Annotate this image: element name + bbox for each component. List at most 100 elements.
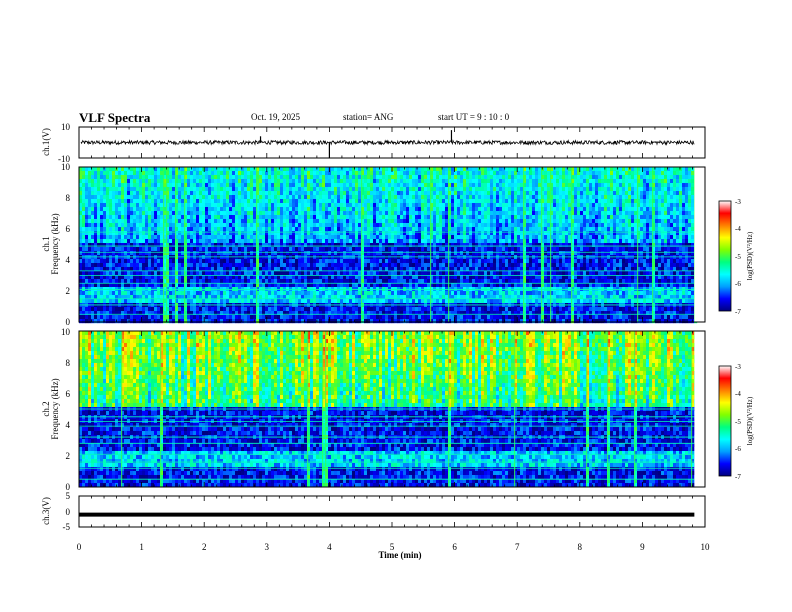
ch1-spec-cell [130,283,134,288]
ch1-spec-cell [340,219,344,224]
ch1-spec-cell [136,251,140,256]
ch1-spec-cell [190,183,194,188]
ch1-spec-cell [403,307,407,312]
ch1-spec-cell [265,207,269,212]
ch1-spec-cell [445,267,449,272]
ch1-spec-cell [238,239,242,244]
ch1-spec-cell [187,271,191,276]
ch1-spec-cell [307,175,311,180]
ch1-spec-cell [412,319,416,324]
ch1-spec-cell [250,195,254,200]
ch1-spec-cell [223,307,227,312]
ch1-spec-cell [457,215,461,220]
ch1-spec-cell [184,283,188,288]
ch1-spec-cell [439,307,443,312]
ch1-spec-cell [262,315,266,320]
ch1-spec-cell [130,175,134,180]
ch1-spec-cell [163,319,167,324]
ch1-spec-cell [205,231,209,236]
ch1-spec-cell [436,179,440,184]
ch1-spec-cell [418,239,422,244]
ch1-spec-cell [187,231,191,236]
ch1-spec-cell [181,315,185,320]
ch1-spec-cell [445,295,449,300]
ch1-spec-cell [91,199,95,204]
ch1-spec-cell [223,311,227,316]
ch1-spec-cell [157,311,161,316]
ch1-spec-cell [250,275,254,280]
ch1-spec-cell [259,239,263,244]
ch1-spec-cell [136,231,140,236]
ch1-spec-cell [322,271,326,276]
ch1-spec-cell [112,239,116,244]
ch1-spec-cell [142,239,146,244]
ch1-spec-cell [232,319,236,324]
ch1-spec-cell [412,311,416,316]
ch1-spec-cell [364,207,368,212]
ch1-spec-cell [292,239,296,244]
ch1-spec-cell [145,279,149,284]
ch1-spec-cell [121,263,125,268]
ch1-spec-cell [169,295,173,300]
ch1-spec-cell [427,223,431,228]
ch1-spec-cell [346,215,350,220]
ch1-spec-cell [109,227,113,232]
ch1-spec-cell [136,267,140,272]
ch1-spec-cell [454,291,458,296]
ch1-spec-cell [436,279,440,284]
ch1-spec-cell [181,243,185,248]
ch1-spec-cell [91,279,95,284]
ch1-spec-cell [352,283,356,288]
ch1-spec-cell [238,275,242,280]
ch1-spec-cell [319,231,323,236]
ch1-spec-cell [262,211,266,216]
ch1-spec-cell [427,187,431,192]
ch1-spec-cell [328,235,332,240]
ch1-spec-cell [142,283,146,288]
ch1-spec-cell [421,167,425,172]
ch1-spec-cell [391,223,395,228]
ch1-spec-cell [187,243,191,248]
ch1-spec-cell [313,295,317,300]
ch1-spec-cell [190,247,194,252]
ch1-spec-cell [409,247,413,252]
ch1-spec-cell [130,267,134,272]
ch1-spec-cell [202,259,206,264]
ch1-spec-cell [253,315,257,320]
ch1-spec-cell [307,299,311,304]
ch1-spec-cell [355,191,359,196]
ch1-spec-cell [202,271,206,276]
ch1-spec-cell [229,223,233,228]
ch1-spec-cell [103,215,107,220]
ch1-spec-cell [82,219,86,224]
ch1-spec-cell [133,211,137,216]
ch1-spec-cell [265,279,269,284]
ch1-spec-cell [301,299,305,304]
ch1-spec-cell [430,183,434,188]
ch1-spec-cell [160,183,164,188]
ch1-spec-cell [448,259,452,264]
ch1-spec-cell [193,247,197,252]
ch1-spec-cell [151,171,155,176]
ch1-spec-cell [88,223,92,228]
ch1-spec-cell [268,315,272,320]
ch1-spec-cell [343,239,347,244]
ch1-spec-cell [346,251,350,256]
ch1-spec-cell [256,211,260,216]
ch1-spec-cell [313,279,317,284]
ch1-spec-cell [196,307,200,312]
ch1-spec-cell [457,311,461,316]
ch1-spec-cell [448,203,452,208]
ch1-spec-cell [232,227,236,232]
ch1-spec-cell [226,247,230,252]
ch1-spec-cell [148,219,152,224]
ch1-spec-cell [199,299,203,304]
ch1-spec-cell [118,167,122,172]
ch1-spec-cell [130,247,134,252]
ch1-spec-cell [262,207,266,212]
ch1-spec-cell [217,239,221,244]
ch1-spec-cell [130,227,134,232]
ch1-spec-cell [208,259,212,264]
ch1-spec-cell [178,271,182,276]
ch1-spec-cell [397,263,401,268]
